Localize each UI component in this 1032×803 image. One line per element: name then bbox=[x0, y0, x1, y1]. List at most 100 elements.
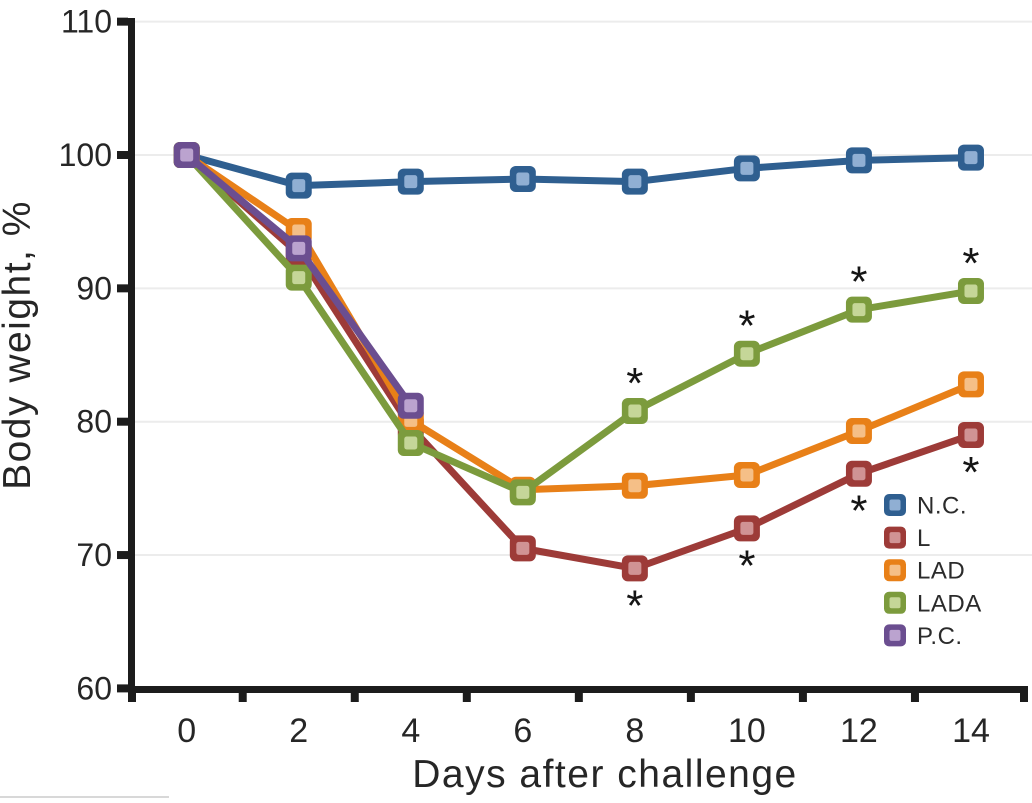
marker-inner-N.C.-day-14 bbox=[964, 151, 978, 165]
marker-inner-N.C.-day-6 bbox=[516, 172, 530, 186]
x-tick-day-13 bbox=[910, 693, 919, 702]
marker-inner-L-day-14 bbox=[964, 428, 978, 442]
marker-inner-LAD-day-10 bbox=[740, 468, 754, 482]
x-tick-label-12: 12 bbox=[840, 712, 878, 750]
legend-marker-inner-L bbox=[889, 532, 901, 544]
x-tick-right-end bbox=[1020, 693, 1028, 702]
x-tick-day-5 bbox=[462, 693, 471, 702]
series-line-LADA bbox=[184, 152, 972, 496]
x-tick-label-10: 10 bbox=[728, 712, 766, 750]
x-axis-title: Days after challenge bbox=[412, 753, 798, 796]
x-tick-day-9 bbox=[686, 693, 695, 702]
series-line-L bbox=[184, 152, 973, 572]
marker-inner-L-day-10 bbox=[740, 521, 754, 535]
marker-inner-N.C.-day-10 bbox=[740, 161, 754, 175]
x-tick-labels: 0 2 4 6 8 10 12 14 bbox=[177, 712, 990, 750]
legend-marker-inner-LADA bbox=[889, 597, 901, 609]
y-tick-label-80: 80 bbox=[76, 404, 112, 440]
legend-item-P.C.: P.C. bbox=[884, 623, 963, 650]
marker-inner-LADA-day-4 bbox=[404, 436, 418, 450]
asterisk-LADA-day-10: * bbox=[738, 302, 755, 351]
marker-inner-N.C.-day-4 bbox=[404, 175, 418, 189]
marker-inner-N.C.-day-2 bbox=[292, 179, 306, 193]
x-tick-left-end bbox=[128, 693, 136, 702]
legend-item-LADA: LADA bbox=[884, 590, 982, 617]
x-tick-day-1 bbox=[238, 693, 247, 702]
y-tick-70 bbox=[117, 551, 128, 560]
x-tick-label-0: 0 bbox=[177, 712, 196, 750]
x-tick-label-4: 4 bbox=[401, 712, 420, 750]
y-tick-90 bbox=[117, 284, 128, 293]
marker-inner-LADA-day-6 bbox=[516, 485, 530, 499]
marker-inner-LAD-day-8 bbox=[628, 479, 642, 493]
x-axis-line bbox=[128, 686, 1028, 693]
asterisk-L-day-12: * bbox=[850, 487, 867, 536]
y-axis-title: Body weight, % bbox=[0, 200, 39, 490]
y-tick-labels: 60 70 80 90 100 110 bbox=[59, 4, 112, 707]
marker-inner-P.C.-day-0 bbox=[180, 148, 194, 162]
series-lines-and-markers bbox=[173, 142, 984, 582]
x-tick-day-7 bbox=[574, 693, 583, 702]
y-tick-label-90: 90 bbox=[76, 270, 112, 306]
x-tick-label-8: 8 bbox=[625, 712, 644, 750]
asterisk-LADA-day-8: * bbox=[626, 359, 643, 408]
marker-inner-L-day-8 bbox=[628, 561, 642, 575]
marker-inner-P.C.-day-4 bbox=[404, 399, 418, 413]
marker-inner-P.C.-day-2 bbox=[292, 241, 306, 255]
y-tick-label-70: 70 bbox=[76, 537, 112, 573]
marker-inner-LADA-day-12 bbox=[852, 303, 866, 317]
legend-item-L: L bbox=[884, 525, 931, 552]
axes bbox=[128, 18, 1028, 693]
marker-inner-L-day-12 bbox=[852, 467, 866, 481]
y-tick-label-100: 100 bbox=[59, 137, 112, 173]
x-tick-label-2: 2 bbox=[289, 712, 308, 750]
legend-label-L: L bbox=[917, 525, 931, 552]
marker-inner-LAD-day-12 bbox=[852, 424, 866, 438]
legend-marker-inner-P.C. bbox=[889, 629, 901, 641]
marker-inner-LADA-day-10 bbox=[740, 347, 754, 361]
asterisk-L-day-14: * bbox=[962, 448, 979, 497]
asterisk-L-day-8: * bbox=[626, 581, 643, 630]
marker-inner-LAD-day-14 bbox=[964, 377, 978, 391]
x-tick-label-6: 6 bbox=[513, 712, 532, 750]
legend-marker-inner-N.C. bbox=[889, 499, 901, 511]
y-tick-80 bbox=[117, 417, 128, 426]
y-axis-line bbox=[128, 18, 135, 693]
x-tick-day-11 bbox=[798, 693, 807, 702]
asterisk-LADA-day-14: * bbox=[962, 239, 979, 288]
marker-inner-LAD-day-2 bbox=[292, 224, 306, 238]
asterisk-L-day-10: * bbox=[738, 541, 755, 590]
legend-item-LAD: LAD bbox=[884, 558, 965, 585]
y-tick-label-110: 110 bbox=[61, 4, 112, 40]
series-LADA bbox=[173, 142, 984, 506]
legend-marker-inner-LAD bbox=[889, 564, 901, 576]
marker-inner-LADA-day-14 bbox=[964, 284, 978, 298]
x-tick-day-3 bbox=[350, 693, 359, 702]
gridlines bbox=[133, 20, 1032, 557]
marker-inner-N.C.-day-12 bbox=[852, 153, 866, 167]
legend-label-LAD: LAD bbox=[917, 558, 965, 585]
legend: N.C. L LAD LADA P.C. bbox=[884, 493, 982, 650]
legend-item-N.C.: N.C. bbox=[884, 493, 967, 520]
y-tick-100 bbox=[117, 151, 128, 159]
y-tick-110 bbox=[117, 17, 128, 26]
marker-inner-LADA-day-2 bbox=[292, 271, 306, 285]
x-ticks bbox=[128, 693, 1028, 702]
legend-label-LADA: LADA bbox=[917, 590, 982, 617]
y-tick-60 bbox=[117, 684, 128, 693]
x-tick-label-14: 14 bbox=[952, 712, 990, 750]
legend-label-P.C.: P.C. bbox=[917, 623, 963, 650]
series-line-LAD bbox=[184, 152, 973, 494]
series-P.C. bbox=[173, 142, 424, 419]
y-ticks bbox=[117, 17, 128, 693]
significance-asterisks: * * * * * * * * bbox=[626, 239, 979, 630]
cropped-panel-edge bbox=[0, 796, 169, 798]
series-line-N.C. bbox=[185, 151, 972, 190]
marker-inner-N.C.-day-8 bbox=[628, 175, 642, 189]
legend-label-N.C.: N.C. bbox=[917, 493, 967, 520]
marker-inner-L-day-6 bbox=[516, 541, 530, 555]
asterisk-LADA-day-12: * bbox=[850, 258, 867, 307]
series-N.C. bbox=[173, 142, 984, 199]
marker-inner-LADA-day-8 bbox=[628, 404, 642, 418]
